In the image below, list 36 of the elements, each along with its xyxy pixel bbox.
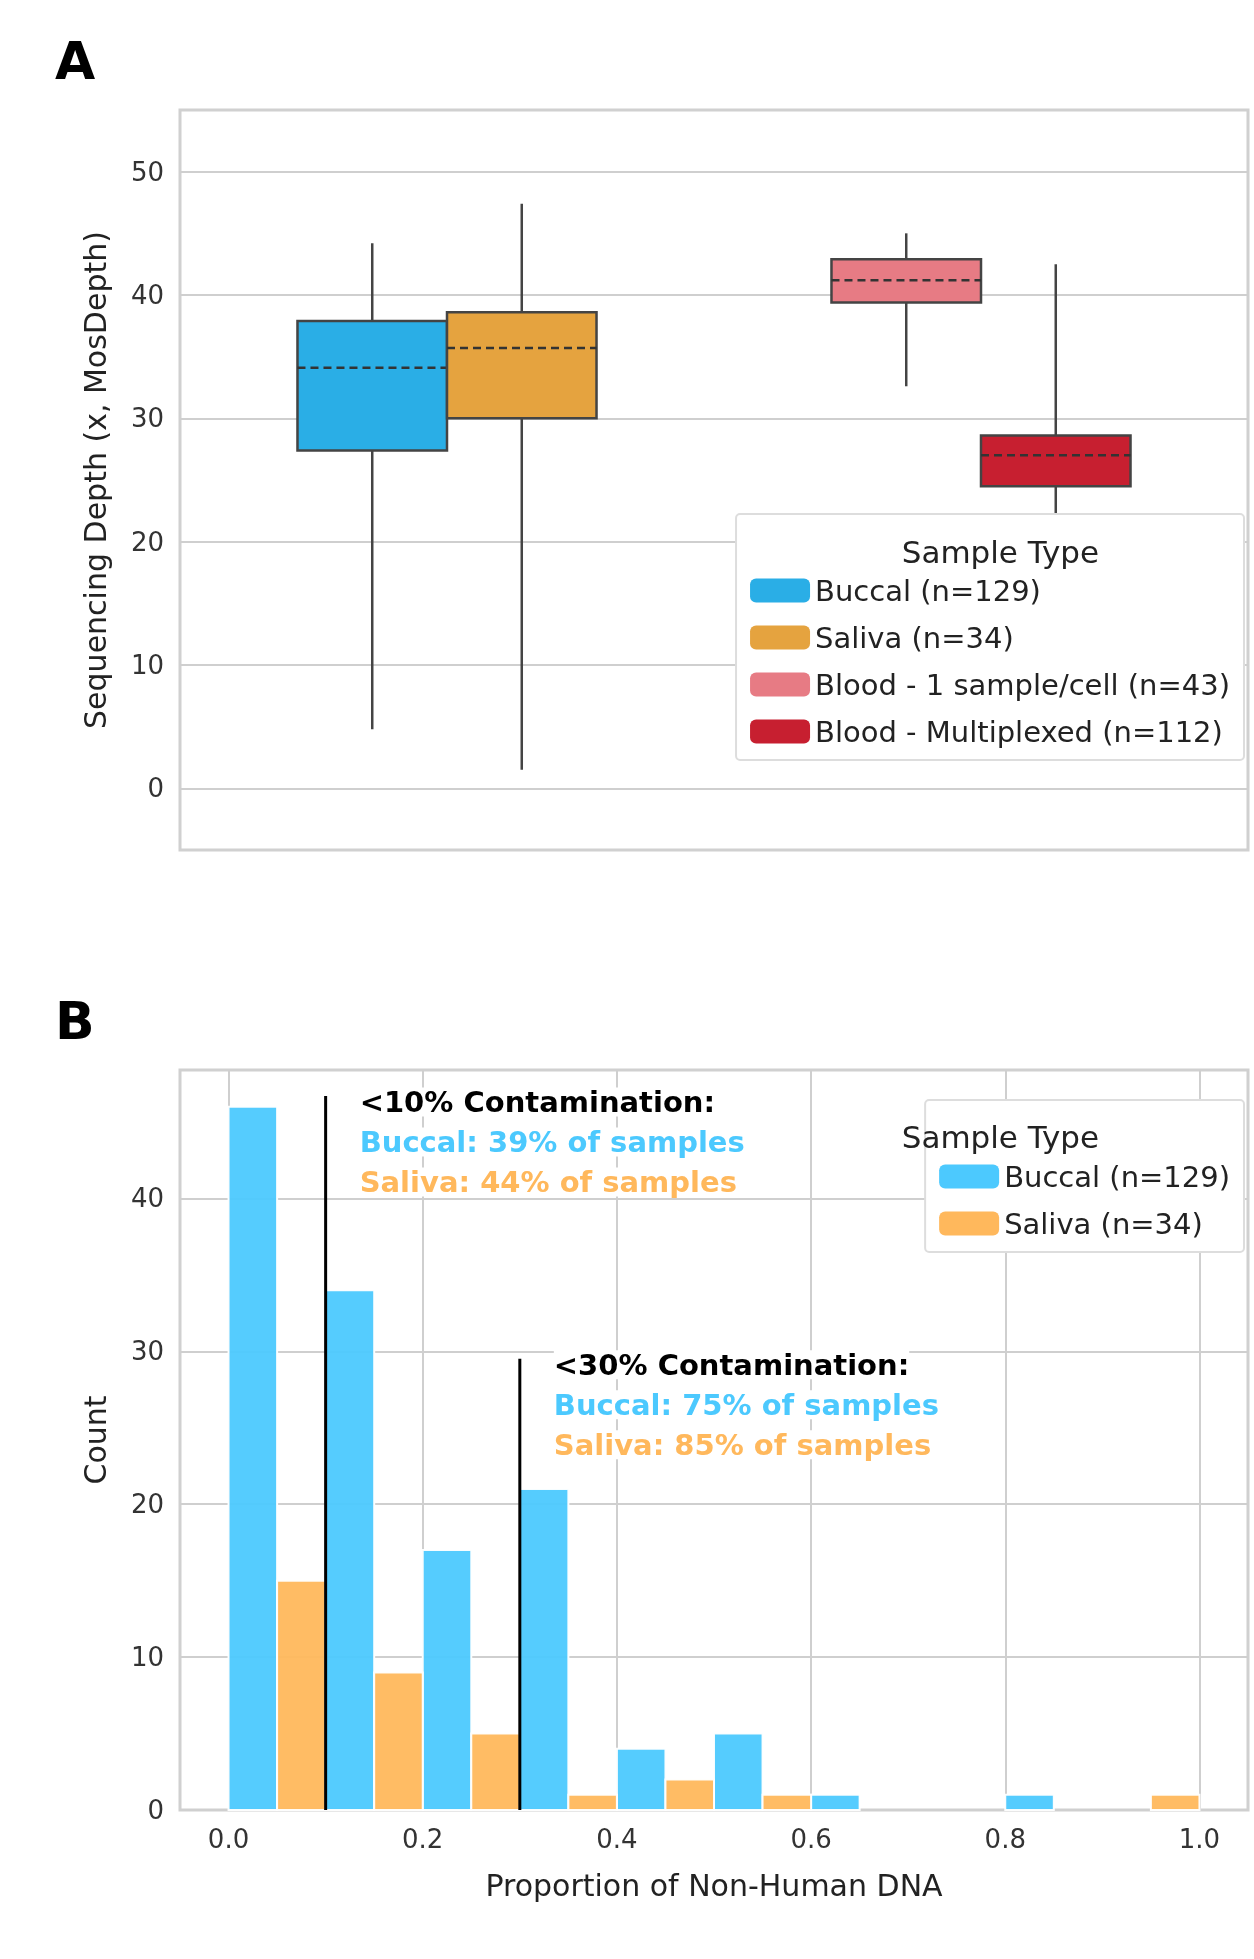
legend-title: Sample Type — [901, 533, 1099, 570]
legend-label: Saliva (n=34) — [1004, 1206, 1203, 1241]
legend-label: Buccal (n=129) — [815, 573, 1041, 608]
y-tick-label: 50 — [130, 156, 164, 187]
y-tick-label: 40 — [130, 1183, 164, 1214]
annotation: Saliva: 44% of samples — [359, 1165, 737, 1199]
y-tick-label: 30 — [130, 403, 164, 434]
x-tick-label: 0.0 — [207, 1824, 250, 1854]
annotation: Buccal: 39% of samples — [359, 1125, 745, 1159]
x-tick-label: 0.2 — [402, 1824, 444, 1854]
ref-line-label: <10% Contamination: — [359, 1085, 716, 1119]
y-tick-label: 10 — [130, 650, 164, 680]
y-tick-label: 10 — [130, 1642, 164, 1673]
y-tick-label: 40 — [130, 280, 164, 310]
ref-line-label: <30% Contamination: — [553, 1347, 910, 1382]
x-tick-label: 0.8 — [984, 1824, 1026, 1854]
chart-title: B — [55, 991, 95, 1051]
legend-label: Saliva (n=34) — [815, 620, 1014, 655]
chart-title: A — [55, 31, 96, 91]
legend-label: Buccal (n=129) — [1004, 1159, 1231, 1194]
y-tick-label: 0 — [147, 773, 164, 804]
x-tick-label: 0.4 — [596, 1824, 638, 1854]
y-tick-label: 20 — [130, 526, 164, 557]
annotation: Saliva: 85% of samples — [553, 1427, 932, 1462]
x-axis-title: Proportion of Non-Human DNA — [485, 1867, 944, 1903]
x-tick-label: 0.6 — [790, 1824, 832, 1854]
legend-title: Sample Type — [901, 1118, 1099, 1155]
y-axis-title: Sequencing Depth (x, MosDepth) — [77, 231, 113, 729]
legend-label: Blood - Multiplexed (n=112) — [815, 714, 1223, 749]
y-tick-label: 30 — [130, 1336, 164, 1367]
y-tick-label: 20 — [130, 1489, 164, 1520]
legend-label: Blood - 1 sample/cell (n=43) — [815, 667, 1230, 702]
x-tick-label: 1.0 — [1178, 1824, 1221, 1854]
y-axis-title: Count — [77, 1395, 113, 1485]
annotation: Buccal: 75% of samples — [553, 1387, 939, 1422]
y-tick-label: 0 — [147, 1795, 164, 1825]
